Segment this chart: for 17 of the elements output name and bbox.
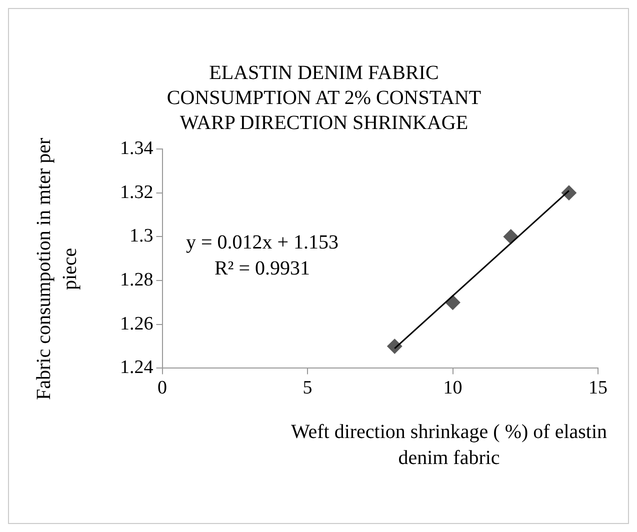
- x-tick-label: 0: [158, 378, 167, 399]
- x-tick-label: 5: [302, 378, 312, 399]
- y-tick-label: 1.34: [120, 138, 154, 159]
- point: [387, 338, 402, 354]
- point: [503, 229, 518, 244]
- y-tick-label: 1.26: [120, 313, 154, 334]
- x-tick-label: 10: [443, 378, 462, 399]
- y-tick-label: 1.24: [120, 357, 154, 378]
- annotation: R² = 0.9931: [214, 257, 310, 280]
- y-axis-title: Fabric consumpotion in mter per piece: [32, 136, 82, 402]
- y-tick-label: 1.3: [130, 226, 154, 247]
- x-tick-label: 15: [588, 378, 608, 399]
- chart-title: ELASTIN DENIM FABRIC CONSUMPTION AT 2% CONSTANT WARP DIRECTION SHRINKAGE: [166, 61, 482, 136]
- y-tick-label: 1.28: [120, 270, 154, 291]
- x-axis-title: Weft direction shrinkage ( %) of elastin denim fabric: [290, 420, 608, 471]
- y-tick-label: 1.32: [120, 182, 154, 203]
- annotation: y = 0.012x + 1.153: [186, 231, 339, 254]
